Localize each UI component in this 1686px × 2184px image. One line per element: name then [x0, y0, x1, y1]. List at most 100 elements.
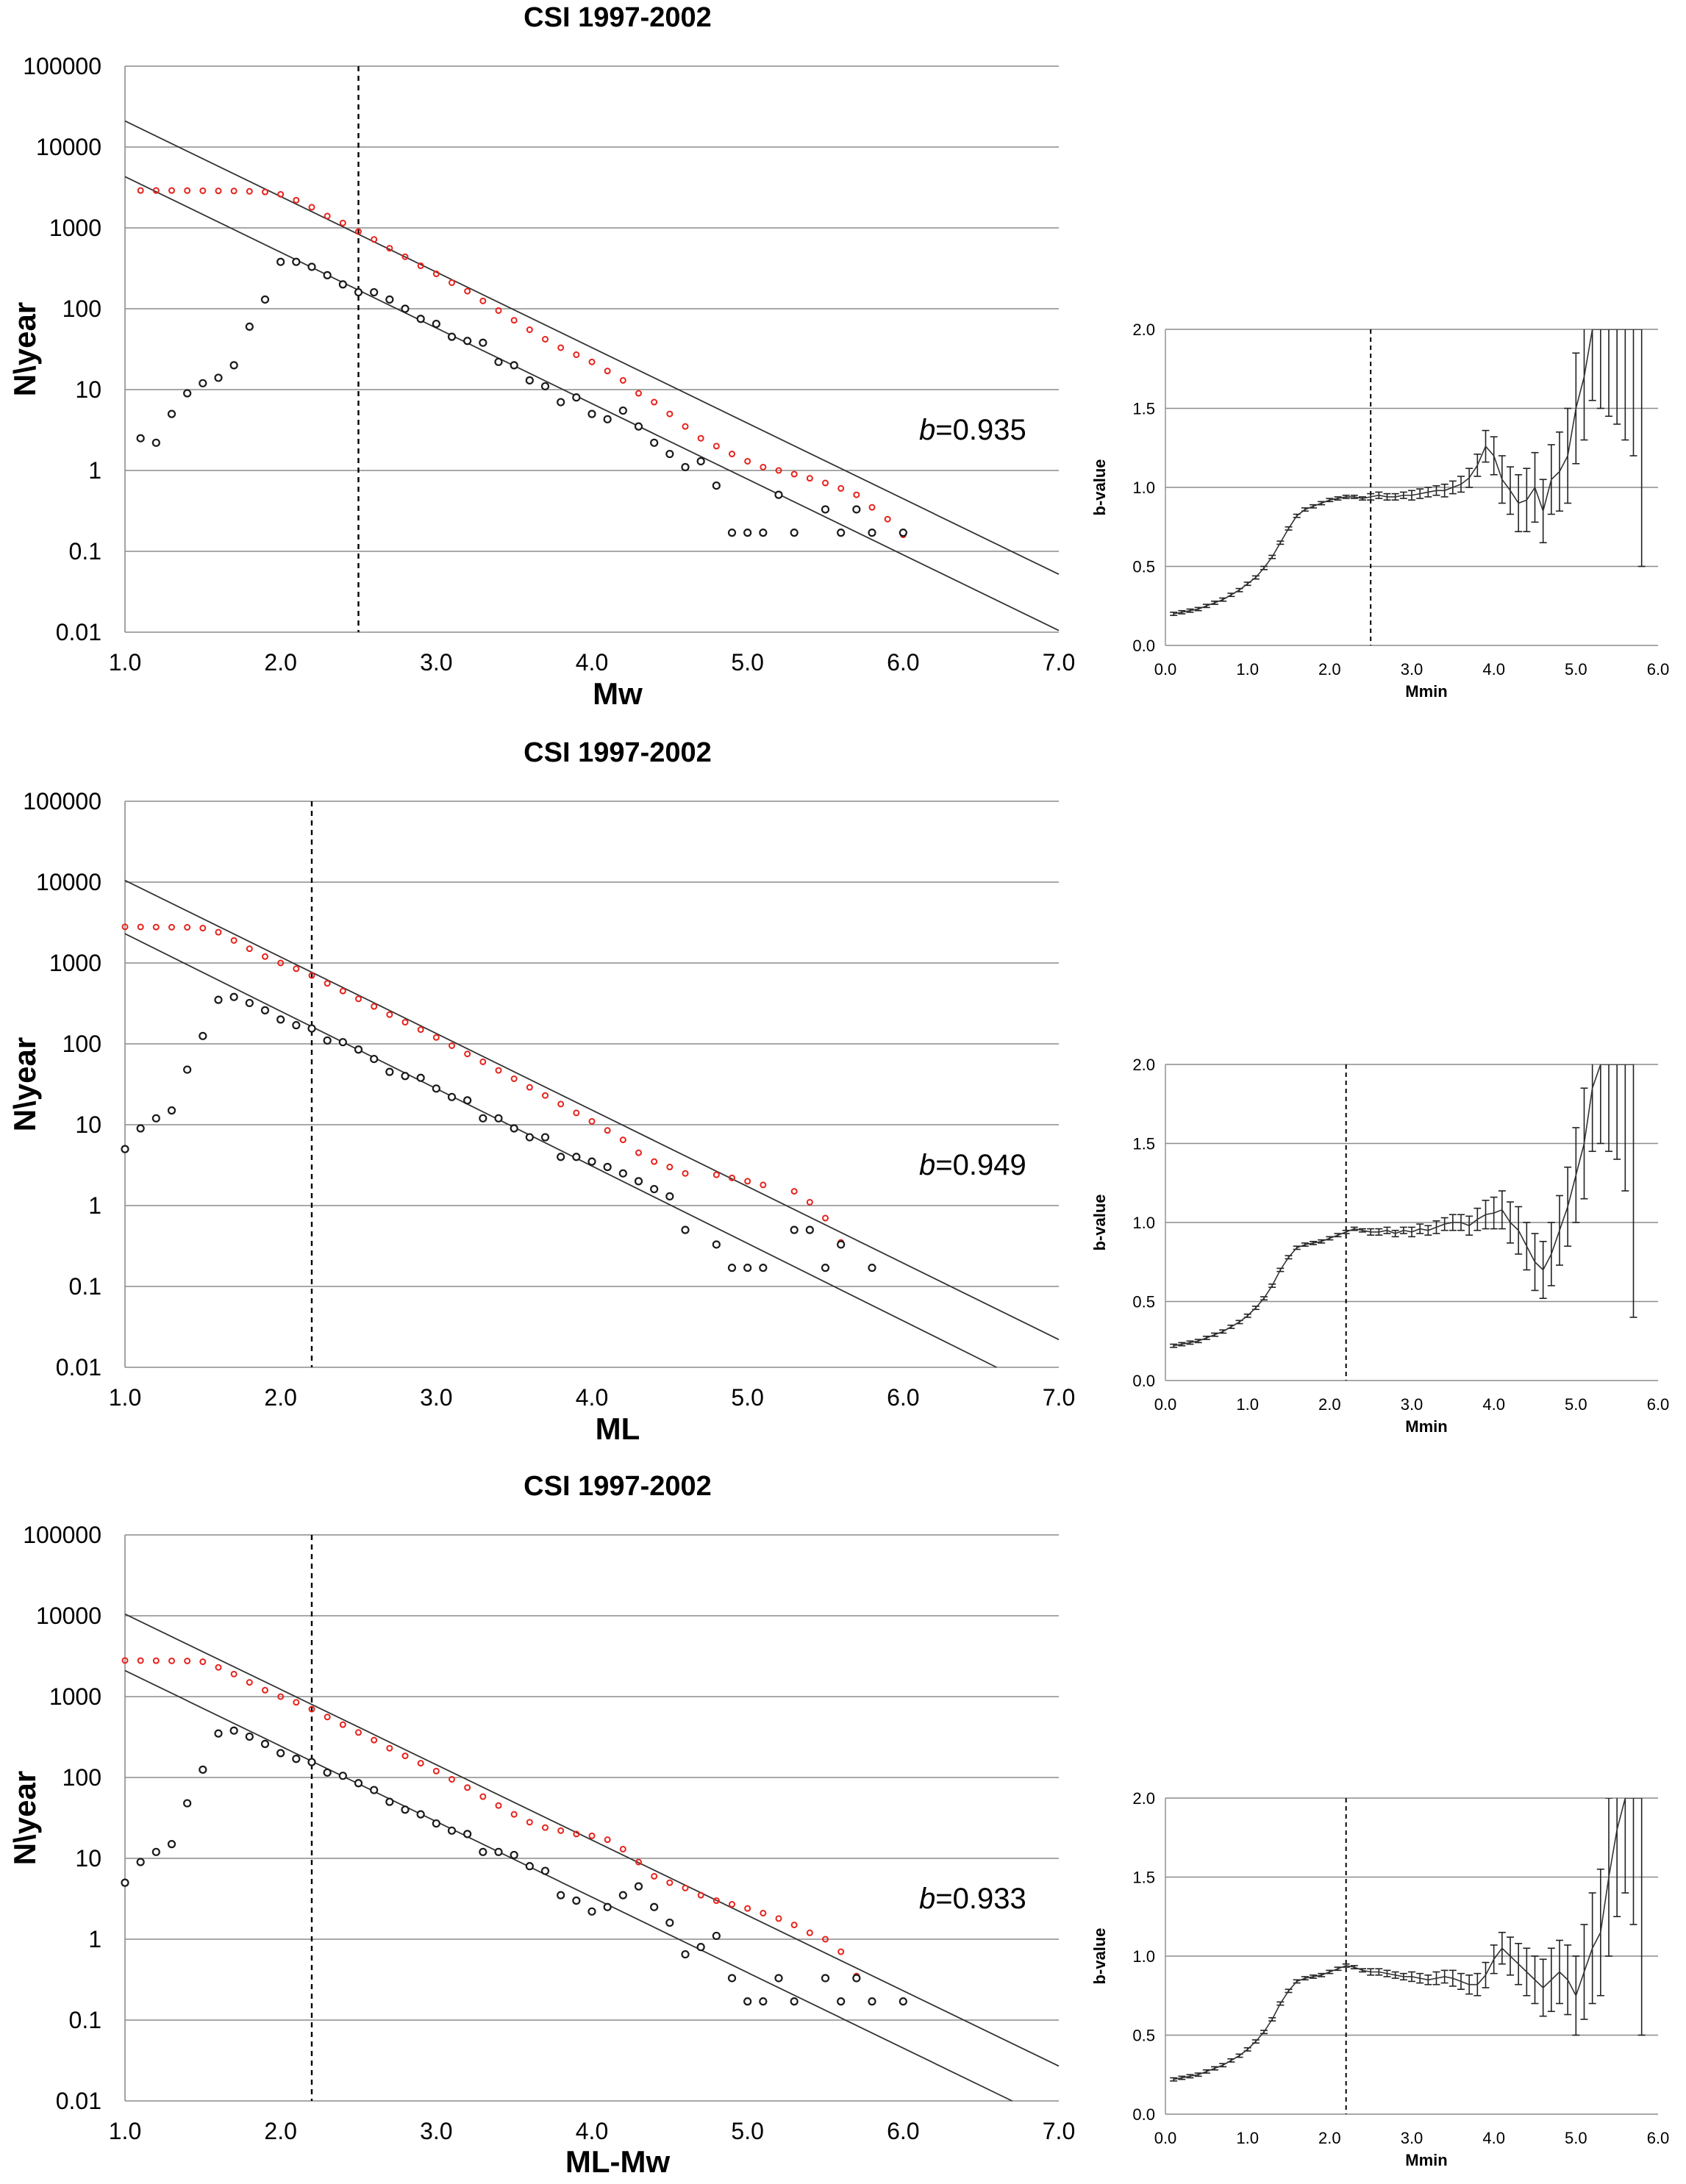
incremental-point — [432, 1084, 440, 1093]
incremental-point — [151, 1114, 160, 1123]
cumulative-point — [246, 945, 253, 953]
cumulative-point — [449, 1042, 455, 1049]
incremental-point — [634, 422, 643, 431]
x-axis-label: ML-Mw — [565, 2144, 671, 2179]
y-tick-label: 0.5 — [1132, 558, 1155, 576]
x-axis-label: Mmin — [1405, 682, 1447, 701]
cumulative-point — [432, 271, 440, 278]
cumulative-point — [386, 245, 393, 252]
cumulative-point — [277, 1693, 285, 1700]
x-tick-label: 7.0 — [1043, 1384, 1075, 1411]
incremental-point — [370, 287, 379, 297]
incremental-point — [774, 1974, 783, 1983]
incremental-point — [199, 1765, 207, 1774]
fit-line — [124, 176, 1060, 631]
x-tick-label: 5.0 — [1565, 1395, 1587, 1414]
x-tick-label: 3.0 — [1401, 1395, 1424, 1414]
cumulative-point — [324, 212, 331, 220]
incremental-point — [260, 1006, 270, 1014]
incremental-point — [837, 1240, 846, 1249]
x-tick-label: 6.0 — [887, 2118, 919, 2144]
incremental-point — [681, 1950, 690, 1959]
y-tick-label: 100 — [62, 1031, 101, 1057]
cumulative-point — [246, 187, 253, 195]
incremental-point — [572, 1896, 581, 1905]
incremental-point — [323, 271, 332, 279]
x-tick-label: 1.0 — [109, 2118, 141, 2144]
x-tick-label: 4.0 — [576, 2118, 608, 2144]
incremental-point — [557, 1153, 565, 1161]
cumulative-point — [371, 236, 378, 243]
bvalue-series — [1170, 329, 1646, 616]
x-tick-label: 5.0 — [1565, 660, 1587, 679]
x-tick-label: 0.0 — [1154, 1395, 1177, 1414]
gr-chart-2: 0.01 0.1 1 10 100 1000 10000 100000 1.0 2.0 3.0 4.0… — [7, 737, 1075, 1446]
b-value-annotation: b=0.933 — [919, 1883, 1026, 1915]
cumulative-point — [837, 484, 845, 492]
cumulative-point — [697, 1891, 704, 1899]
cumulative-point — [697, 434, 704, 442]
cumulative-point — [168, 923, 175, 931]
cumulative-point — [449, 1775, 455, 1783]
incremental-point — [214, 1729, 223, 1738]
b-value-annotation: b=0.949 — [919, 1149, 1026, 1181]
incremental-point — [790, 1225, 799, 1234]
cumulative-point — [417, 1760, 424, 1767]
incremental-point — [385, 1067, 394, 1076]
incremental-point — [634, 1882, 643, 1891]
cumulative-point — [651, 1872, 658, 1880]
cumulative-point — [464, 1784, 471, 1791]
cumulative-point — [635, 1858, 642, 1866]
y-tick-label: 2.0 — [1132, 1056, 1155, 1074]
incremental-point — [759, 529, 768, 537]
incremental-point — [525, 376, 534, 385]
cumulative-point — [262, 188, 268, 196]
incremental-point — [821, 505, 830, 514]
incremental-point — [618, 1169, 627, 1178]
incremental-point — [385, 1797, 394, 1806]
cumulative-point — [744, 457, 751, 465]
y-tick-label: 1000 — [49, 950, 101, 976]
incremental-point — [868, 1264, 876, 1272]
incremental-point — [260, 295, 270, 304]
cumulative-point — [401, 1019, 409, 1026]
bvalue-chart-3: 0.0 0.5 1.0 1.5 2.0 0.0 1.0 2.0 3.0 4.0 5.0 6.0 Mmin… — [1090, 1789, 1669, 2169]
incremental-point — [743, 1264, 752, 1272]
cumulative-point — [293, 196, 300, 204]
x-tick-label: 6.0 — [1647, 660, 1670, 679]
y-tick-label: 1.5 — [1132, 1869, 1155, 1887]
y-tick-label: 1.0 — [1132, 1214, 1155, 1232]
x-tick-label: 5.0 — [731, 1384, 763, 1411]
bvalue-chart-2: 0.0 0.5 1.0 1.5 2.0 0.0 1.0 2.0 3.0 4.0 5.0 6.0 Mmin… — [1090, 1056, 1669, 1436]
cumulative-point — [682, 423, 689, 430]
incremental-point — [650, 1184, 659, 1194]
incremental-point — [292, 1021, 301, 1030]
cumulative-point — [371, 1003, 378, 1010]
cumulative-point — [557, 344, 565, 351]
cumulative-point — [666, 410, 674, 418]
incremental-point — [837, 1997, 846, 2006]
incremental-point — [743, 1997, 752, 2006]
cumulative-point — [262, 953, 268, 960]
cumulative-point — [790, 1188, 798, 1195]
incremental-point — [136, 1124, 145, 1133]
cumulative-point — [432, 1767, 440, 1775]
cumulative-point — [760, 463, 767, 470]
incremental-point — [183, 1799, 192, 1808]
incremental-point — [370, 1054, 379, 1064]
cumulative-point — [619, 1845, 626, 1852]
incremental-point — [292, 257, 301, 266]
x-tick-label: 1.0 — [1236, 660, 1259, 679]
fit-line — [124, 879, 1060, 1341]
cumulative-point — [449, 279, 455, 287]
cumulative-point — [137, 923, 144, 931]
incremental-point — [712, 1931, 721, 1941]
cumulative-point — [152, 1657, 160, 1664]
cumulative-point — [666, 1879, 674, 1886]
cumulative-point — [168, 1657, 175, 1664]
cumulative-point — [744, 1178, 751, 1185]
x-tick-label: 0.0 — [1154, 660, 1177, 679]
incremental-point — [338, 1038, 347, 1047]
x-tick-label: 1.0 — [1236, 2129, 1259, 2147]
